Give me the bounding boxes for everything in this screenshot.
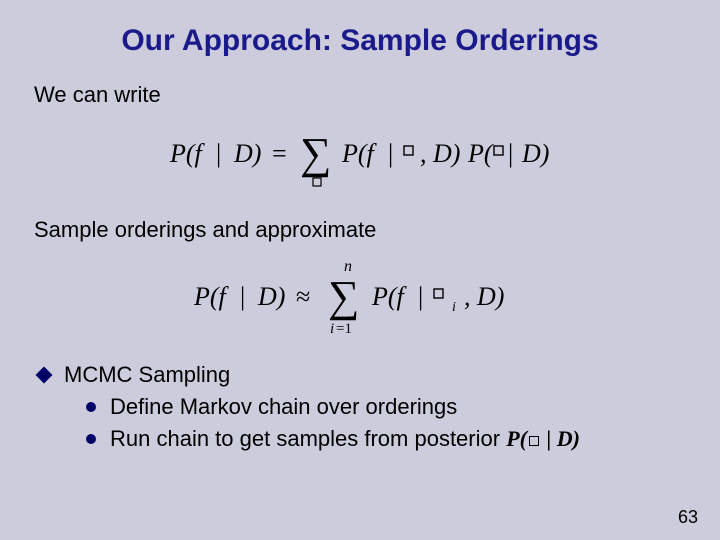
svg-text:≈: ≈ xyxy=(296,282,310,311)
svg-text:|: | xyxy=(418,282,423,311)
svg-text:i: i xyxy=(330,321,334,337)
svg-text:P(f: P(f xyxy=(371,282,408,311)
sub-item-define: Define Markov chain over orderings xyxy=(110,394,457,420)
diamond-bullet-icon xyxy=(36,367,53,384)
svg-text:D): D) xyxy=(521,139,549,168)
formula-sum-exact: P(f | D) = ∑ P(f | , D) P( | D) xyxy=(150,120,570,192)
list-item: Run chain to get samples from posterior … xyxy=(86,426,690,452)
line-we-can-write: We can write xyxy=(34,82,690,108)
svg-text:∑: ∑ xyxy=(328,272,359,321)
dot-bullet-icon xyxy=(86,402,96,412)
sub-item-run-chain: Run chain to get samples from posterior … xyxy=(110,426,580,452)
posterior-bar-d: | D) xyxy=(541,426,580,451)
svg-text:P(f: P(f xyxy=(341,139,378,168)
formula-sum-approx: P(f | D) ≈ n ∑ i =1 P(f | i , D) xyxy=(150,255,570,337)
mcmc-sub-list: Define Markov chain over orderings Run c… xyxy=(86,394,690,452)
posterior-p-open: P( xyxy=(506,426,527,451)
svg-text:D): D) xyxy=(233,139,261,168)
svg-text:∑: ∑ xyxy=(300,129,331,178)
sub-item-run-prefix: Run chain to get samples from posterior xyxy=(110,426,506,451)
list-item: Define Markov chain over orderings xyxy=(86,394,690,420)
posterior-expression: P( | D) xyxy=(506,426,580,451)
equation-2: P(f | D) ≈ n ∑ i =1 P(f | i , D) xyxy=(30,255,690,342)
svg-text:|: | xyxy=(216,139,221,168)
svg-text:P(f: P(f xyxy=(169,139,206,168)
line-sample-approximate: Sample orderings and approximate xyxy=(34,217,690,243)
mcmc-heading-row: MCMC Sampling xyxy=(38,362,690,388)
square-placeholder-icon xyxy=(529,436,539,446)
svg-text:P(f: P(f xyxy=(193,282,230,311)
svg-text:i: i xyxy=(452,300,456,315)
svg-text:|: | xyxy=(240,282,245,311)
svg-text:=1: =1 xyxy=(336,321,352,337)
svg-text:|: | xyxy=(388,139,393,168)
svg-text:=: = xyxy=(272,139,287,168)
dot-bullet-icon xyxy=(86,434,96,444)
equation-1: P(f | D) = ∑ P(f | , D) P( | D) xyxy=(30,120,690,197)
slide-title: Our Approach: Sample Orderings xyxy=(30,24,690,58)
mcmc-heading-text: MCMC Sampling xyxy=(64,362,230,388)
svg-text:|: | xyxy=(508,139,513,168)
svg-text:P(: P( xyxy=(467,139,494,168)
svg-text:D): D) xyxy=(257,282,285,311)
slide: Our Approach: Sample Orderings We can wr… xyxy=(0,0,720,540)
svg-text:, D): , D) xyxy=(464,282,504,311)
page-number: 63 xyxy=(678,507,698,528)
svg-text:, D): , D) xyxy=(420,139,460,168)
